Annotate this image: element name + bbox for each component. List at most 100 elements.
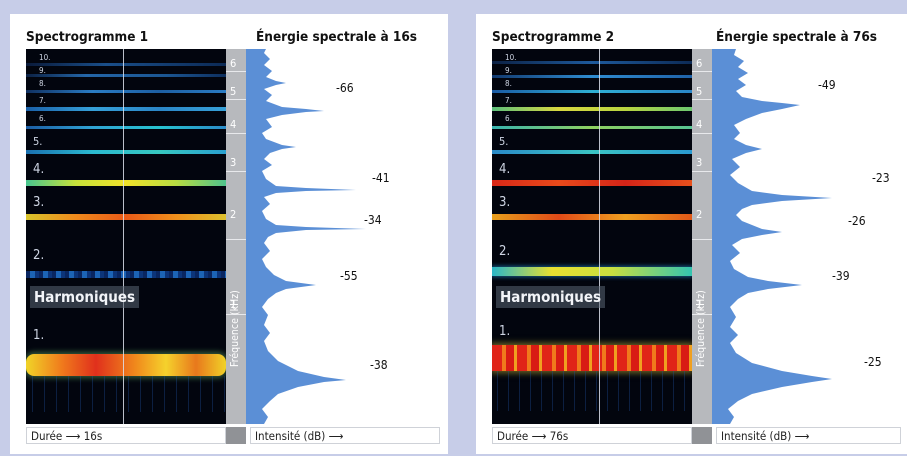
harmonic-number-7: 7.	[39, 96, 46, 105]
peak-value-label: -26	[848, 214, 866, 228]
harmonic-number-2: 2.	[33, 248, 45, 263]
harmonic-number-3: 3.	[499, 195, 511, 210]
intensity-footer: Intensité (dB) ⟶	[250, 427, 440, 444]
harmonic-band-1-tail	[26, 376, 226, 412]
peak-value-label: -38	[370, 358, 388, 372]
freq-tick-3: 3	[696, 156, 703, 169]
peak-value-label: -39	[832, 269, 850, 283]
freq-axis-foot	[692, 427, 712, 444]
harmonic-number-10: 10.	[505, 53, 517, 62]
harmonic-band-10	[26, 63, 226, 66]
harmonic-band-3	[26, 214, 226, 220]
peak-value-label: -49	[818, 78, 836, 92]
harmonic-band-3	[492, 214, 692, 220]
peak-value-label: -25	[864, 355, 882, 369]
harmonic-band-4	[492, 180, 692, 186]
harmonic-band-7	[492, 107, 692, 111]
freq-tick-5: 5	[230, 85, 237, 98]
freq-tick-3: 3	[230, 156, 237, 169]
harmonic-number-9: 9.	[505, 66, 512, 75]
arrow-right-icon: ⟶	[328, 429, 344, 443]
intensity-label: Intensité (dB)	[255, 429, 326, 443]
harmonic-number-4: 4.	[499, 162, 511, 177]
harmonic-band-1	[26, 354, 226, 376]
duration-value: 16s	[83, 429, 103, 443]
peak-value-label: -55	[340, 269, 358, 283]
harmonic-band-7	[26, 107, 226, 111]
freq-tick-4: 4	[696, 118, 703, 131]
spectrogram-image: 1. 2. 3. 4. 5. 6. 7. 8. 9. 10. Harmoniqu…	[26, 49, 226, 424]
time-cursor	[599, 49, 600, 424]
freq-tick-6: 6	[696, 57, 703, 70]
freq-tick-6: 6	[230, 57, 237, 70]
harmonic-number-10: 10.	[39, 53, 51, 62]
harmonic-band-9	[492, 75, 692, 78]
frequency-axis: 6 5 4 3 2 1 Fréquence (kHz)	[692, 49, 712, 424]
arrow-right-icon: ⟶	[531, 429, 550, 443]
freq-tick-4: 4	[230, 118, 237, 131]
harmonic-number-8: 8.	[505, 79, 512, 88]
harmonic-band-8	[492, 90, 692, 93]
spectrogram-title: Spectrogramme 1	[26, 29, 149, 45]
energy-spectrum-area	[712, 49, 832, 424]
harmonic-band-10	[492, 61, 692, 64]
intensity-footer: Intensité (dB) ⟶	[716, 427, 901, 444]
freq-axis-label: Fréquence (kHz)	[229, 290, 241, 367]
harmonic-number-5: 5.	[499, 135, 509, 148]
spectrogram-title: Spectrogramme 2	[492, 29, 615, 45]
spectrogram-panel-2: Spectrogramme 2 Énergie spectrale à 76s …	[476, 14, 907, 454]
freq-axis-label: Fréquence (kHz)	[695, 290, 707, 367]
energy-title: Énergie spectrale à 16s	[256, 29, 418, 45]
harmonic-number-8: 8.	[39, 79, 46, 88]
spectrogram-panel-1: Spectrogramme 1 Énergie spectrale à 16s …	[10, 14, 448, 454]
freq-tick-2: 2	[230, 208, 237, 221]
harmonic-number-7: 7.	[505, 96, 512, 105]
freq-tick-2: 2	[696, 208, 703, 221]
harmonics-label: Harmoniques	[496, 286, 606, 308]
harmonic-number-4: 4.	[33, 162, 45, 177]
harmonic-number-2: 2.	[499, 244, 511, 259]
duration-value: 76s	[549, 429, 569, 443]
arrow-right-icon: ⟶	[794, 429, 810, 443]
duration-label: Durée	[497, 429, 529, 443]
freq-tick-5: 5	[696, 85, 703, 98]
harmonic-number-6: 6.	[505, 114, 512, 123]
harmonic-band-2	[492, 267, 692, 276]
spectrogram-image: 1. 2. 3. 4. 5. 6. 7. 8. 9. 10. Harmoniqu…	[492, 49, 692, 424]
harmonic-number-3: 3.	[33, 195, 45, 210]
energy-spectrum-area	[246, 49, 366, 424]
arrow-right-icon: ⟶	[65, 429, 84, 443]
harmonic-band-5	[26, 150, 226, 154]
duration-footer: Durée ⟶ 76s	[492, 427, 692, 444]
harmonic-band-2	[26, 271, 226, 278]
harmonic-number-5: 5.	[33, 135, 43, 148]
harmonic-band-1	[492, 345, 692, 371]
intensity-label: Intensité (dB)	[721, 429, 792, 443]
energy-spectrum-plot	[246, 49, 366, 424]
harmonic-band-6	[492, 126, 692, 129]
energy-spectrum-plot	[712, 49, 832, 424]
harmonic-number-1: 1.	[33, 328, 45, 343]
harmonic-number-6: 6.	[39, 114, 46, 123]
peak-value-label: -41	[372, 171, 390, 185]
freq-tick-1: 1	[696, 298, 703, 311]
harmonic-band-4	[26, 180, 226, 186]
freq-tick-1: 1	[230, 298, 237, 311]
duration-label: Durée	[31, 429, 63, 443]
harmonic-band-6	[26, 126, 226, 129]
frequency-axis: 6 5 4 3 2 1 Fréquence (kHz)	[226, 49, 246, 424]
harmonic-band-9	[26, 74, 226, 77]
energy-title: Énergie spectrale à 76s	[716, 29, 878, 45]
harmonics-label: Harmoniques	[30, 286, 140, 308]
duration-footer: Durée ⟶ 16s	[26, 427, 226, 444]
time-cursor	[123, 49, 124, 424]
peak-value-label: -66	[336, 81, 354, 95]
harmonic-band-1-tail	[492, 371, 692, 411]
harmonic-number-9: 9.	[39, 66, 46, 75]
peak-value-label: -23	[872, 171, 890, 185]
harmonic-band-5	[492, 150, 692, 154]
peak-value-label: -34	[364, 213, 382, 227]
harmonic-band-8	[26, 90, 226, 93]
harmonic-number-1: 1.	[499, 324, 511, 339]
freq-axis-foot	[226, 427, 246, 444]
